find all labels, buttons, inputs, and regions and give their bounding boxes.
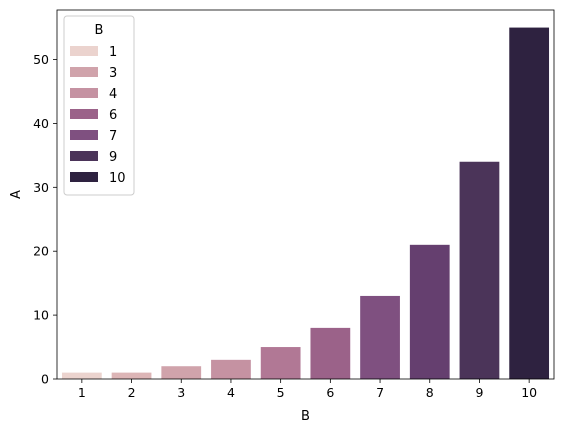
legend-swatch-3	[70, 67, 98, 77]
legend-label-1: 1	[109, 45, 117, 60]
x-tick-label-7: 7	[376, 385, 384, 400]
legend-label-9: 9	[109, 150, 117, 165]
x-tick-label-8: 8	[426, 385, 434, 400]
x-tick-label-10: 10	[521, 385, 537, 400]
x-tick-label-1: 1	[78, 385, 86, 400]
legend-box	[63, 15, 135, 196]
plot-frame	[56, 9, 555, 380]
bar-6	[310, 327, 351, 379]
y-axis-label: A	[9, 190, 24, 199]
bar-7	[360, 295, 400, 379]
bar-8	[409, 244, 450, 379]
bar-4	[211, 359, 251, 379]
legend-swatch-1	[70, 46, 98, 56]
y-tick-label-20: 20	[33, 244, 49, 259]
x-tick-label-3: 3	[177, 385, 185, 400]
legend-label-7: 7	[109, 129, 117, 144]
x-tick-label-5: 5	[277, 385, 285, 400]
legend-label-6: 6	[109, 108, 117, 123]
bar-5	[260, 347, 301, 379]
y-axis: 0 10 20 30 40 50	[33, 52, 57, 387]
bar-10	[509, 27, 550, 379]
bars-group	[61, 27, 550, 379]
x-tick-label-6: 6	[326, 385, 334, 400]
legend-title: B	[95, 23, 104, 38]
bar-1	[61, 372, 102, 379]
x-tick-label-9: 9	[475, 385, 483, 400]
legend-label-10: 10	[109, 171, 126, 186]
x-tick-label-2: 2	[128, 385, 136, 400]
legend-label-3: 3	[109, 66, 117, 81]
y-tick-label-40: 40	[33, 116, 49, 131]
legend-label-4: 4	[109, 87, 117, 102]
x-tick-label-4: 4	[227, 385, 235, 400]
bar-2	[111, 372, 152, 379]
y-tick-label-0: 0	[41, 372, 49, 387]
bar-3	[161, 366, 202, 379]
bar-9	[459, 161, 500, 379]
y-tick-label-10: 10	[33, 308, 49, 323]
legend-swatch-10	[70, 172, 98, 182]
x-axis-label: B	[301, 409, 310, 424]
legend-swatch-6	[70, 109, 98, 119]
legend-swatch-7	[70, 130, 98, 140]
legend-swatch-9	[70, 151, 98, 161]
legend: B1 3 4 6 7 9 10	[63, 15, 135, 196]
y-tick-label-30: 30	[33, 180, 49, 195]
legend-swatch-4	[70, 88, 98, 98]
y-tick-label-50: 50	[33, 52, 49, 67]
x-axis: 1 2 3 4 5 6 7 8 9 10	[78, 379, 537, 400]
